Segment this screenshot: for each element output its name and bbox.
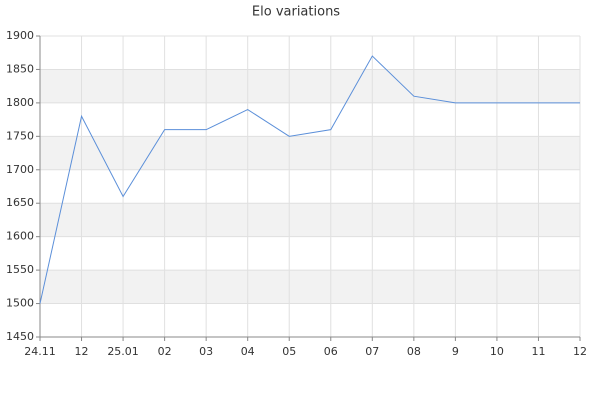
- x-tick-label: 04: [241, 345, 255, 358]
- y-tick-label: 1500: [6, 297, 34, 310]
- y-tick-label: 1550: [6, 263, 34, 276]
- x-tick-label: 02: [158, 345, 172, 358]
- y-tick-label: 1600: [6, 230, 34, 243]
- x-tick-label: 12: [75, 345, 89, 358]
- x-tick-label: 10: [490, 345, 504, 358]
- y-tick-label: 1800: [6, 96, 34, 109]
- x-tick-label: 25.01: [107, 345, 139, 358]
- y-tick-label: 1450: [6, 330, 34, 343]
- y-tick-label: 1650: [6, 196, 34, 209]
- y-tick-label: 1850: [6, 62, 34, 75]
- y-tick-label: 1750: [6, 129, 34, 142]
- grid-band: [40, 136, 580, 170]
- y-tick-label: 1900: [6, 29, 34, 42]
- chart-title: Elo variations: [252, 5, 340, 20]
- grid-band: [40, 270, 580, 304]
- x-tick-label: 9: [452, 345, 459, 358]
- x-tick-label: 07: [365, 345, 379, 358]
- x-tick-label: 06: [324, 345, 338, 358]
- y-tick-label: 1700: [6, 163, 34, 176]
- x-tick-label: 03: [199, 345, 213, 358]
- line: [39, 55, 580, 304]
- x-tick-label: 24.11: [24, 345, 56, 358]
- grid-band: [40, 203, 580, 237]
- x-tick-label: 08: [407, 345, 421, 358]
- x-tick-label: 11: [531, 345, 545, 358]
- grid-band: [40, 69, 580, 103]
- x-tick-label: 12: [573, 345, 587, 358]
- x-tick-label: 05: [282, 345, 296, 358]
